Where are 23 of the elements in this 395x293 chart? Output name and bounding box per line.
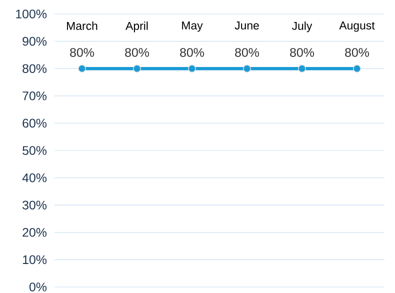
y-tick-label: 20% [22, 228, 47, 237]
y-tick-label: 10% [23, 255, 47, 264]
x-tick-label: March [67, 22, 98, 30]
y-tick-label: 90% [22, 36, 47, 46]
y-tick-label: 30% [22, 200, 47, 210]
y-tick-label: 80% [22, 64, 47, 74]
x-tick-label: April [126, 22, 148, 32]
x-tick-label: June [234, 22, 259, 30]
x-tick-label: July [292, 22, 312, 32]
data-label: 80% [235, 48, 260, 57]
y-tick-label: 40% [22, 173, 47, 182]
data-label: 80% [125, 48, 150, 57]
data-label: 80% [180, 48, 204, 57]
y-tick-label: 0% [29, 282, 47, 292]
y-tick-label: 60% [22, 118, 47, 128]
y-tick-label: 70% [22, 91, 47, 100]
data-label: 80% [290, 48, 314, 57]
y-tick-label: 50% [22, 146, 47, 155]
data-label: 80% [70, 48, 94, 57]
x-tick-label: August [339, 22, 375, 32]
data-label: 80% [345, 48, 370, 57]
x-tick-label: May [182, 22, 203, 32]
y-tick-label: 100% [16, 10, 47, 18]
